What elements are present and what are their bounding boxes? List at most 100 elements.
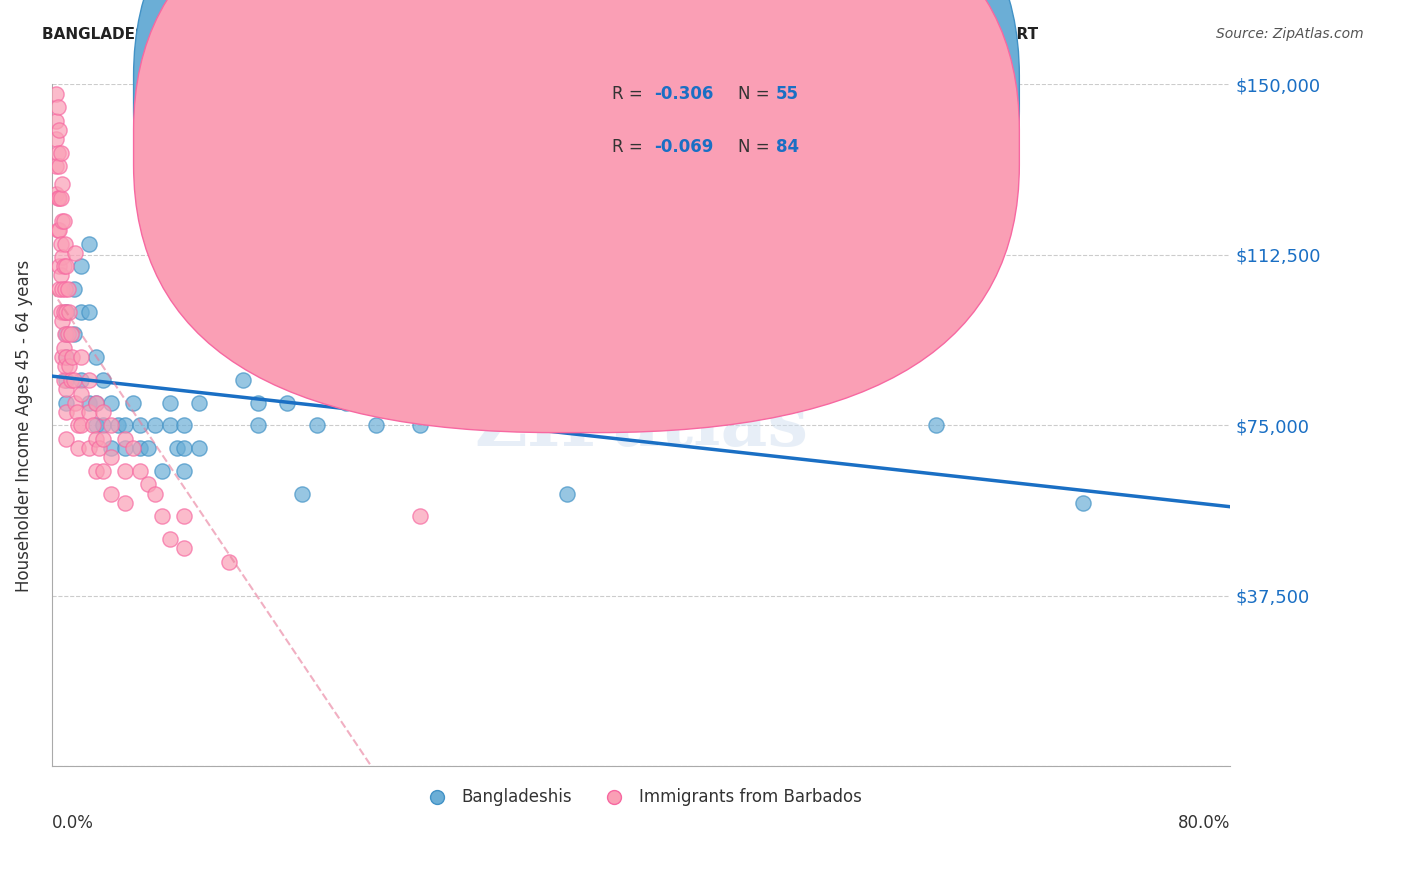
Point [173,441,195,455]
Point [63,373,86,387]
Point [51,250,73,264]
Point [202,304,225,318]
Point [91,464,114,478]
Text: R =: R = [612,138,648,156]
Point [166,441,188,455]
Point [247,395,270,409]
Point [77,395,100,409]
Point [56,282,79,296]
Point [48,282,70,296]
Point [173,464,195,478]
Point [52,260,75,274]
Point [52,304,75,318]
Point [48,223,70,237]
Point [46,223,69,237]
Point [121,395,143,409]
Point [136,441,159,455]
Point [55,432,77,446]
Text: R =: R = [612,85,648,103]
Point [136,477,159,491]
Point [63,327,86,342]
Point [129,464,152,478]
Text: 84: 84 [776,138,799,156]
Point [150,509,173,524]
Point [84,350,107,364]
Point [409,509,432,524]
Point [55,405,77,419]
Point [51,178,73,192]
Point [55,304,77,318]
Point [77,236,100,251]
Text: BANGLADESHI VS IMMIGRANTS FROM BARBADOS HOUSEHOLDER INCOME AGES 45 - 64 YEARS CO: BANGLADESHI VS IMMIGRANTS FROM BARBADOS … [42,27,1038,42]
Point [150,464,173,478]
Point [48,159,70,173]
Point [53,327,76,342]
Point [409,418,432,433]
Point [482,395,505,409]
Point [91,432,114,446]
Point [84,464,107,478]
Point [84,418,107,433]
Point [55,350,77,364]
Point [52,214,75,228]
Point [335,395,357,409]
Point [91,405,114,419]
Point [49,236,72,251]
Point [70,373,93,387]
Point [100,395,122,409]
Point [77,405,100,419]
Point [159,418,181,433]
Point [48,123,70,137]
Point [276,395,298,409]
Point [55,327,77,342]
Text: ZIPatlas: ZIPatlas [474,390,808,461]
Point [70,304,93,318]
Point [159,395,181,409]
Point [173,509,195,524]
Point [143,418,166,433]
Point [49,268,72,283]
Point [305,418,328,433]
Point [77,304,100,318]
Point [70,260,93,274]
Point [58,359,80,374]
Point [45,87,67,101]
Point [630,405,652,419]
Point [70,386,93,401]
Point [70,418,93,433]
Point [55,304,77,318]
Point [159,532,181,546]
Point [364,418,387,433]
Point [65,245,87,260]
Point [114,496,136,510]
Point [173,418,195,433]
Point [55,260,77,274]
Text: -0.069: -0.069 [654,138,713,156]
Point [70,350,93,364]
Point [262,236,284,251]
Point [67,441,90,455]
Point [66,405,89,419]
Point [51,314,73,328]
Legend: Bangladeshis, Immigrants from Barbados: Bangladeshis, Immigrants from Barbados [413,781,869,813]
Point [65,395,87,409]
Point [87,441,110,455]
Point [53,282,76,296]
Point [114,418,136,433]
Point [188,441,211,455]
Point [232,373,254,387]
Point [63,282,86,296]
Point [48,191,70,205]
Point [46,191,69,205]
Point [557,486,579,500]
Point [52,341,75,355]
Point [84,395,107,409]
Text: 80.0%: 80.0% [1178,814,1230,832]
Point [51,214,73,228]
Point [143,486,166,500]
Point [100,450,122,465]
Point [91,373,114,387]
Y-axis label: Householder Income Ages 45 - 64 years: Householder Income Ages 45 - 64 years [15,260,32,591]
Point [91,418,114,433]
Point [77,373,100,387]
